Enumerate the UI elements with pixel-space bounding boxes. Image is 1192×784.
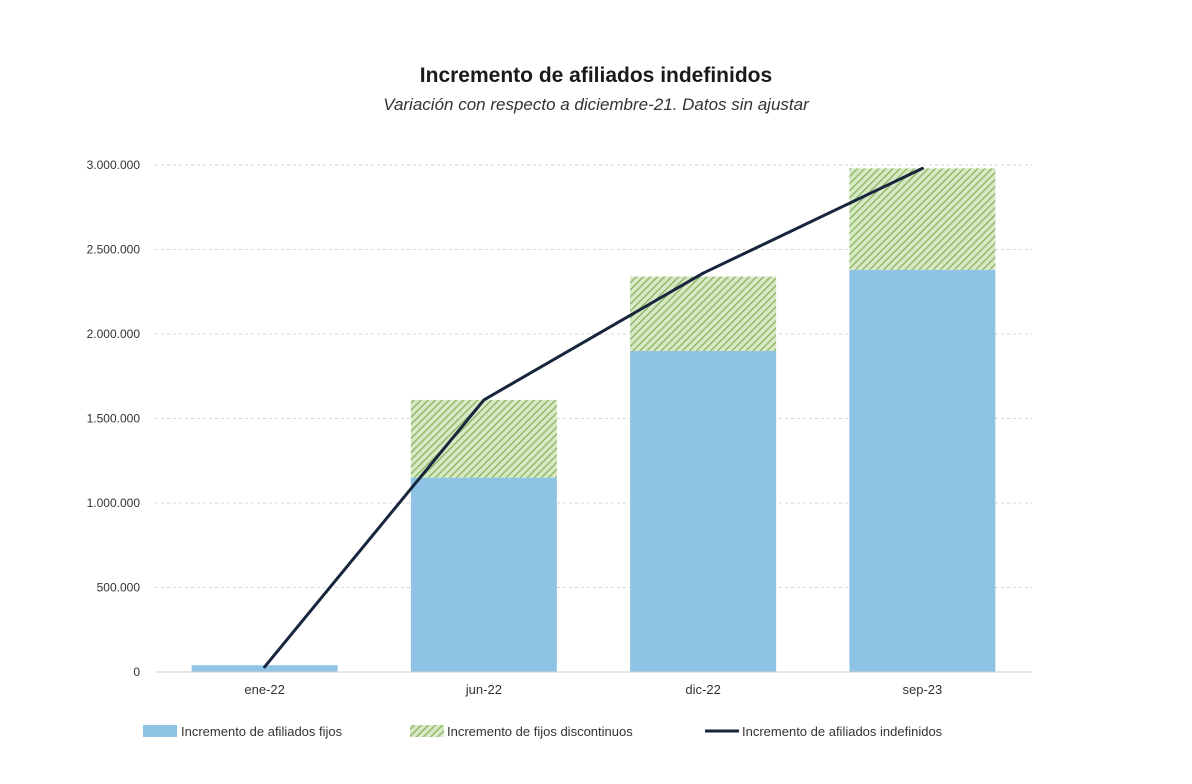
- legend-label-indefinidos: Incremento de afiliados indefinidos: [742, 724, 943, 739]
- bar-fijos-discontinuos: [630, 276, 777, 351]
- legend-swatch-fijos: [143, 725, 177, 737]
- bar-fijos-discontinuos: [410, 399, 557, 478]
- y-tick-label: 2.500.000: [87, 243, 141, 257]
- legend-swatch-discontinuos: [410, 725, 444, 737]
- y-tick-label: 1.000.000: [87, 496, 141, 510]
- bar-afiliados-fijos: [849, 269, 996, 672]
- x-tick-label: sep-23: [903, 682, 943, 697]
- bar-afiliados-fijos: [630, 350, 777, 672]
- x-tick-label: jun-22: [465, 682, 502, 697]
- x-tick-label: ene-22: [244, 682, 284, 697]
- bar-fijos-discontinuos: [849, 168, 996, 270]
- legend-label-fijos: Incremento de afiliados fijos: [181, 724, 343, 739]
- y-tick-label: 1.500.000: [87, 412, 141, 426]
- legend-label-discontinuos: Incremento de fijos discontinuos: [447, 724, 633, 739]
- y-tick-label: 3.000.000: [87, 158, 141, 172]
- y-tick-label: 500.000: [97, 581, 141, 595]
- y-tick-label: 0: [133, 665, 140, 679]
- bar-afiliados-fijos: [410, 477, 557, 672]
- chart-subtitle: Variación con respecto a diciembre-21. D…: [383, 95, 809, 114]
- x-tick-label: dic-22: [685, 682, 720, 697]
- bar-afiliados-fijos: [191, 665, 338, 672]
- line-afiliados-indefinidos: [263, 166, 924, 669]
- y-tick-label: 2.000.000: [87, 327, 141, 341]
- chart-title: Incremento de afiliados indefinidos: [419, 64, 773, 87]
